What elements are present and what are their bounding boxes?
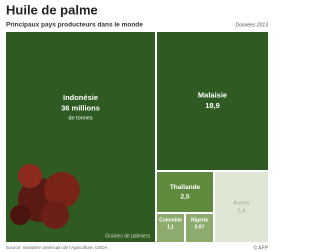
tile-label: Colombie: [159, 217, 182, 223]
note: Données 2013: [235, 22, 268, 28]
credit: © AFP: [253, 244, 268, 251]
tile-label: Thaïlande: [170, 184, 201, 191]
value-label: 5,4: [238, 208, 246, 214]
unit-label: de tonnes: [68, 116, 92, 122]
image-caption: Graines de palmiers: [105, 233, 150, 239]
tile-label: Nigeria: [191, 217, 208, 223]
chart: Huile de palme Principaux pays producteu…: [0, 0, 273, 252]
value-label: 1,1: [167, 224, 174, 230]
chart-title: Huile de palme: [6, 2, 98, 17]
source: Source: ministère américain de l'Agricul…: [6, 245, 108, 250]
chart-subtitle: Principaux pays producteurs dans le mond…: [6, 22, 143, 29]
value-label: 36 millions: [61, 103, 100, 112]
tile: [215, 172, 268, 242]
fruit-cluster: [18, 164, 42, 188]
fruit-cluster: [41, 201, 69, 229]
value-label: 2,5: [180, 193, 189, 200]
value-label: 0,97: [195, 224, 205, 230]
tile-label: Malaisie: [198, 91, 227, 100]
tile-label: Autres: [234, 201, 250, 207]
value-label: 18,9: [205, 101, 220, 110]
tile: [157, 172, 213, 212]
fruit-cluster: [10, 205, 30, 225]
tile-label: Indonésie: [63, 93, 98, 102]
